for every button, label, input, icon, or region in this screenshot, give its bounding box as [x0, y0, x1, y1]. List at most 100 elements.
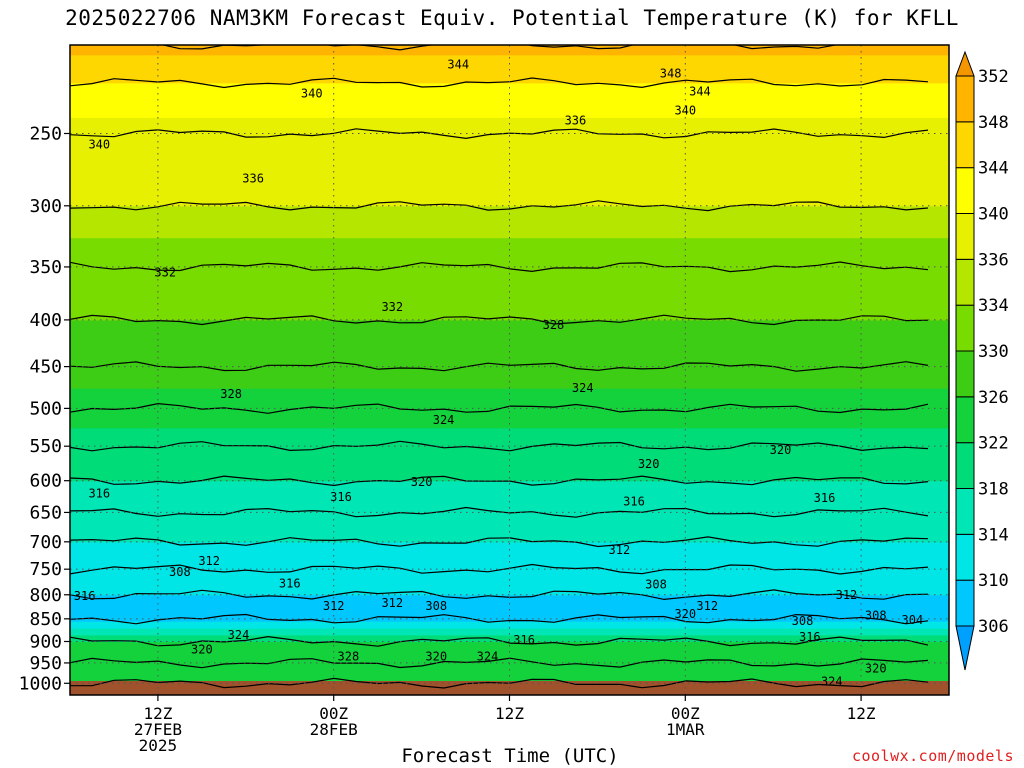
field-band: [70, 480, 949, 485]
field-band: [70, 637, 949, 640]
field-band: [70, 272, 949, 279]
field-band: [70, 309, 949, 316]
contour-label: 312: [609, 543, 631, 557]
field-band: [70, 574, 949, 578]
y-tick-label: 250: [29, 123, 62, 144]
contour-label: 320: [191, 642, 213, 656]
contour-label: 336: [565, 114, 587, 128]
colorbar-label: 326: [978, 388, 1009, 408]
contour-label: 320: [638, 457, 660, 471]
field-band: [70, 453, 949, 458]
field-band: [70, 278, 949, 285]
field-band: [70, 582, 949, 586]
x-tick-label: 12Z: [847, 704, 876, 723]
field-band: [70, 237, 949, 245]
contour-line: [70, 475, 929, 487]
field-band: [70, 117, 949, 127]
y-tick-label: 650: [29, 502, 62, 523]
field-band: [70, 400, 949, 406]
field-band: [70, 334, 949, 340]
x-tick-label: 2025: [139, 736, 178, 755]
colorbar-band: [955, 396, 975, 444]
contour-label: 316: [799, 630, 821, 644]
field-band: [70, 594, 949, 598]
field-band: [70, 383, 949, 389]
contour-label: 332: [154, 266, 176, 280]
colorbar-band: [955, 350, 975, 398]
colorbar-label: 314: [978, 525, 1009, 545]
contour-label: 328: [220, 387, 242, 401]
chart-title: 2025022706 NAM3KM Forecast Equiv. Potent…: [65, 6, 959, 30]
x-tick-label: 00Z: [319, 704, 348, 723]
field-band: [70, 392, 949, 397]
field-band: [70, 396, 949, 401]
y-tick-label: 950: [29, 653, 62, 674]
field-band: [70, 599, 949, 603]
field-band: [70, 597, 949, 601]
field-band: [70, 679, 949, 682]
x-tick-label: 28FEB: [310, 720, 358, 739]
field-band: [70, 648, 949, 651]
field-band: [70, 671, 949, 674]
colorbar-band: [955, 533, 975, 581]
field-band: [70, 477, 949, 482]
contour-label: 344: [447, 57, 469, 71]
field-band: [70, 435, 949, 440]
contour-line: [70, 440, 929, 452]
field-band: [70, 606, 949, 610]
field-band: [70, 343, 949, 350]
y-tick-label: 850: [29, 609, 62, 630]
field-band: [70, 558, 949, 562]
field-band: [70, 587, 949, 591]
field-band: [70, 639, 949, 643]
y-tick-label: 600: [29, 471, 62, 492]
contour-label: 304: [902, 613, 924, 627]
field-band: [70, 133, 949, 142]
field-band: [70, 231, 949, 239]
colorbar-label: 352: [978, 67, 1009, 87]
y-tick-label: 450: [29, 357, 62, 378]
field-band: [70, 673, 949, 676]
colorbar-top-arrow: [955, 50, 975, 77]
contour-label: 328: [543, 318, 565, 332]
contour-label: 324: [477, 650, 499, 664]
field-band: [70, 212, 949, 220]
contour-line: [70, 589, 929, 601]
y-tick-label: 350: [29, 257, 62, 278]
field-band: [70, 592, 949, 596]
field-band: [70, 634, 949, 638]
contour-line: [70, 635, 929, 647]
field-band: [70, 423, 949, 429]
colorbar-band: [955, 167, 975, 215]
contour-label: 312: [836, 588, 858, 602]
contour-line: [70, 506, 929, 518]
field-band: [70, 353, 949, 359]
contour-label: 308: [792, 614, 814, 628]
x-tick-label: 00Z: [671, 704, 700, 723]
field-band: [70, 563, 949, 568]
field-band: [70, 357, 949, 363]
contour-label: 324: [572, 381, 594, 395]
field-band: [70, 630, 949, 634]
colorbar-label: 330: [978, 342, 1009, 362]
contour-label: 316: [814, 491, 836, 505]
field-band: [70, 431, 949, 436]
field-band: [70, 533, 949, 537]
colorbar-label: 322: [978, 434, 1009, 454]
contour-label: 340: [301, 86, 323, 100]
field-band: [70, 420, 949, 425]
contour-label: 312: [381, 596, 403, 610]
contour-line: [70, 45, 839, 51]
colorbar-label: 306: [978, 617, 1009, 637]
field-band: [70, 141, 949, 150]
field-band: [70, 460, 949, 465]
contour-label: 316: [88, 487, 110, 501]
field-band: [70, 552, 949, 557]
field-band: [70, 255, 949, 262]
field-band: [70, 665, 949, 668]
field-band: [70, 261, 949, 268]
field-band: [70, 483, 949, 488]
y-tick-label: 750: [29, 559, 62, 580]
